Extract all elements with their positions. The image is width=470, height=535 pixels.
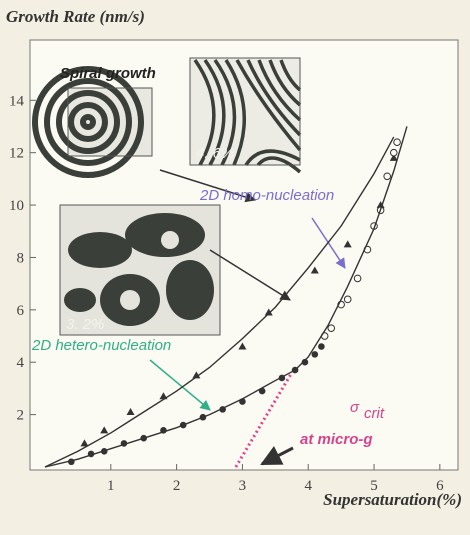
annotation: 2D homo-nucleation <box>199 187 334 204</box>
x-tick-label: 2 <box>173 478 181 494</box>
open-point <box>394 139 401 146</box>
open-point <box>344 296 351 303</box>
annotation: 2D hetero-nucleation <box>31 337 171 354</box>
x-tick-label: 6 <box>436 478 444 494</box>
y-axis-title: Growth Rate (nm/s) <box>6 7 145 26</box>
x-tick-label: 1 <box>107 478 115 494</box>
open-point <box>328 325 335 332</box>
annotation-subscript: crit <box>364 405 385 422</box>
x-tick-label: 5 <box>370 478 378 494</box>
inset-label: 3. 2% <box>66 316 104 333</box>
open-point <box>390 149 397 156</box>
chart: Growth Rate (nm/s) Supersaturation(%) Sp… <box>0 0 470 535</box>
y-tick-label: 10 <box>9 198 24 214</box>
y-tick-label: 4 <box>17 355 25 371</box>
inset-label: Spiral growth <box>60 65 156 82</box>
filled-point <box>318 343 325 350</box>
inset-label: 4. 6% <box>196 145 234 162</box>
x-tick-label: 4 <box>304 478 312 494</box>
y-tick-label: 6 <box>17 303 25 319</box>
x-tick-label: 3 <box>239 478 247 494</box>
y-tick-label: 12 <box>9 146 24 162</box>
y-tick-label: 14 <box>9 93 25 109</box>
annotation: at micro-g <box>300 431 373 448</box>
y-tick-label: 8 <box>17 250 25 266</box>
open-point <box>354 275 361 282</box>
open-point <box>384 173 391 180</box>
annotation: σ <box>350 399 360 416</box>
filled-point <box>312 351 319 358</box>
y-tick-label: 2 <box>17 408 25 424</box>
